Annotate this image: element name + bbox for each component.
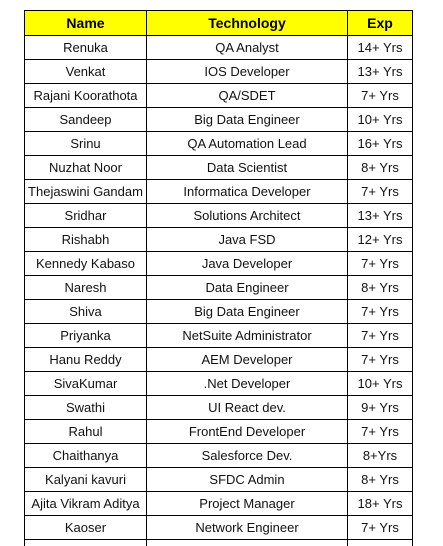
cell-exp: 7+ Yrs <box>348 84 413 108</box>
cell-empty <box>147 540 348 546</box>
cell-exp: 16+ Yrs <box>348 132 413 156</box>
cell-name: Priyanka <box>25 324 147 348</box>
cell-technology: AEM Developer <box>147 348 348 372</box>
cell-name: Renuka <box>25 36 147 60</box>
cell-name: Thejaswini Gandam <box>25 180 147 204</box>
header-name: Name <box>25 11 147 36</box>
cell-name: SivaKumar <box>25 372 147 396</box>
cell-technology: Java FSD <box>147 228 348 252</box>
cell-exp: 13+ Yrs <box>348 204 413 228</box>
cell-name: Kennedy Kabaso <box>25 252 147 276</box>
cell-technology: QA/SDET <box>147 84 348 108</box>
cell-technology: IOS Developer <box>147 60 348 84</box>
cell-technology: QA Automation Lead <box>147 132 348 156</box>
cell-exp: 8+ Yrs <box>348 276 413 300</box>
header-exp: Exp <box>348 11 413 36</box>
cell-exp: 7+ Yrs <box>348 348 413 372</box>
cell-empty <box>25 540 147 546</box>
cell-exp: 12+ Yrs <box>348 228 413 252</box>
cell-technology: FrontEnd Developer <box>147 420 348 444</box>
cell-exp: 7+ Yrs <box>348 420 413 444</box>
cell-technology: QA Analyst <box>147 36 348 60</box>
cell-exp: 10+ Yrs <box>348 372 413 396</box>
cell-name: Venkat <box>25 60 147 84</box>
table-row-partial <box>25 540 413 546</box>
cell-technology: NetSuite Administrator <box>147 324 348 348</box>
cell-exp: 18+ Yrs <box>348 492 413 516</box>
cell-name: Rajani Koorathota <box>25 84 147 108</box>
cell-name: Swathi <box>25 396 147 420</box>
cell-technology: Project Manager <box>147 492 348 516</box>
cell-technology: Network Engineer <box>147 516 348 540</box>
cell-exp: 8+ Yrs <box>348 156 413 180</box>
cell-technology: Java Developer <box>147 252 348 276</box>
cell-name: Sandeep <box>25 108 147 132</box>
cell-exp: 14+ Yrs <box>348 36 413 60</box>
cell-exp: 8+Yrs <box>348 444 413 468</box>
cell-name: Srinu <box>25 132 147 156</box>
cell-exp: 7+ Yrs <box>348 324 413 348</box>
cell-exp: 7+ Yrs <box>348 180 413 204</box>
cell-name: Hanu Reddy <box>25 348 147 372</box>
cell-name: Nuzhat Noor <box>25 156 147 180</box>
cell-name: Kaoser <box>25 516 147 540</box>
cell-technology: Data Scientist <box>147 156 348 180</box>
cell-technology: Informatica Developer <box>147 180 348 204</box>
cell-technology: Big Data Engineer <box>147 108 348 132</box>
cell-name: Naresh <box>25 276 147 300</box>
header-row: Name Technology Exp <box>25 11 413 36</box>
cell-technology: SFDC Admin <box>147 468 348 492</box>
cell-empty <box>348 540 413 546</box>
cell-technology: Salesforce Dev. <box>147 444 348 468</box>
cell-technology: Solutions Architect <box>147 204 348 228</box>
cell-exp: 7+ Yrs <box>348 300 413 324</box>
cell-exp: 13+ Yrs <box>348 60 413 84</box>
cell-technology: .Net Developer <box>147 372 348 396</box>
cell-name: Chaithanya <box>25 444 147 468</box>
cell-exp: 8+ Yrs <box>348 468 413 492</box>
cell-name: Rishabh <box>25 228 147 252</box>
cell-name: Sridhar <box>25 204 147 228</box>
cell-name: Shiva <box>25 300 147 324</box>
cell-technology: Big Data Engineer <box>147 300 348 324</box>
cell-exp: 10+ Yrs <box>348 108 413 132</box>
cell-exp: 9+ Yrs <box>348 396 413 420</box>
cell-name: Rahul <box>25 420 147 444</box>
cell-exp: 7+ Yrs <box>348 252 413 276</box>
cell-name: Kalyani kavuri <box>25 468 147 492</box>
cell-technology: UI React dev. <box>147 396 348 420</box>
cell-name: Ajita Vikram Aditya <box>25 492 147 516</box>
header-technology: Technology <box>147 11 348 36</box>
cell-technology: Data Engineer <box>147 276 348 300</box>
cell-exp: 7+ Yrs <box>348 516 413 540</box>
